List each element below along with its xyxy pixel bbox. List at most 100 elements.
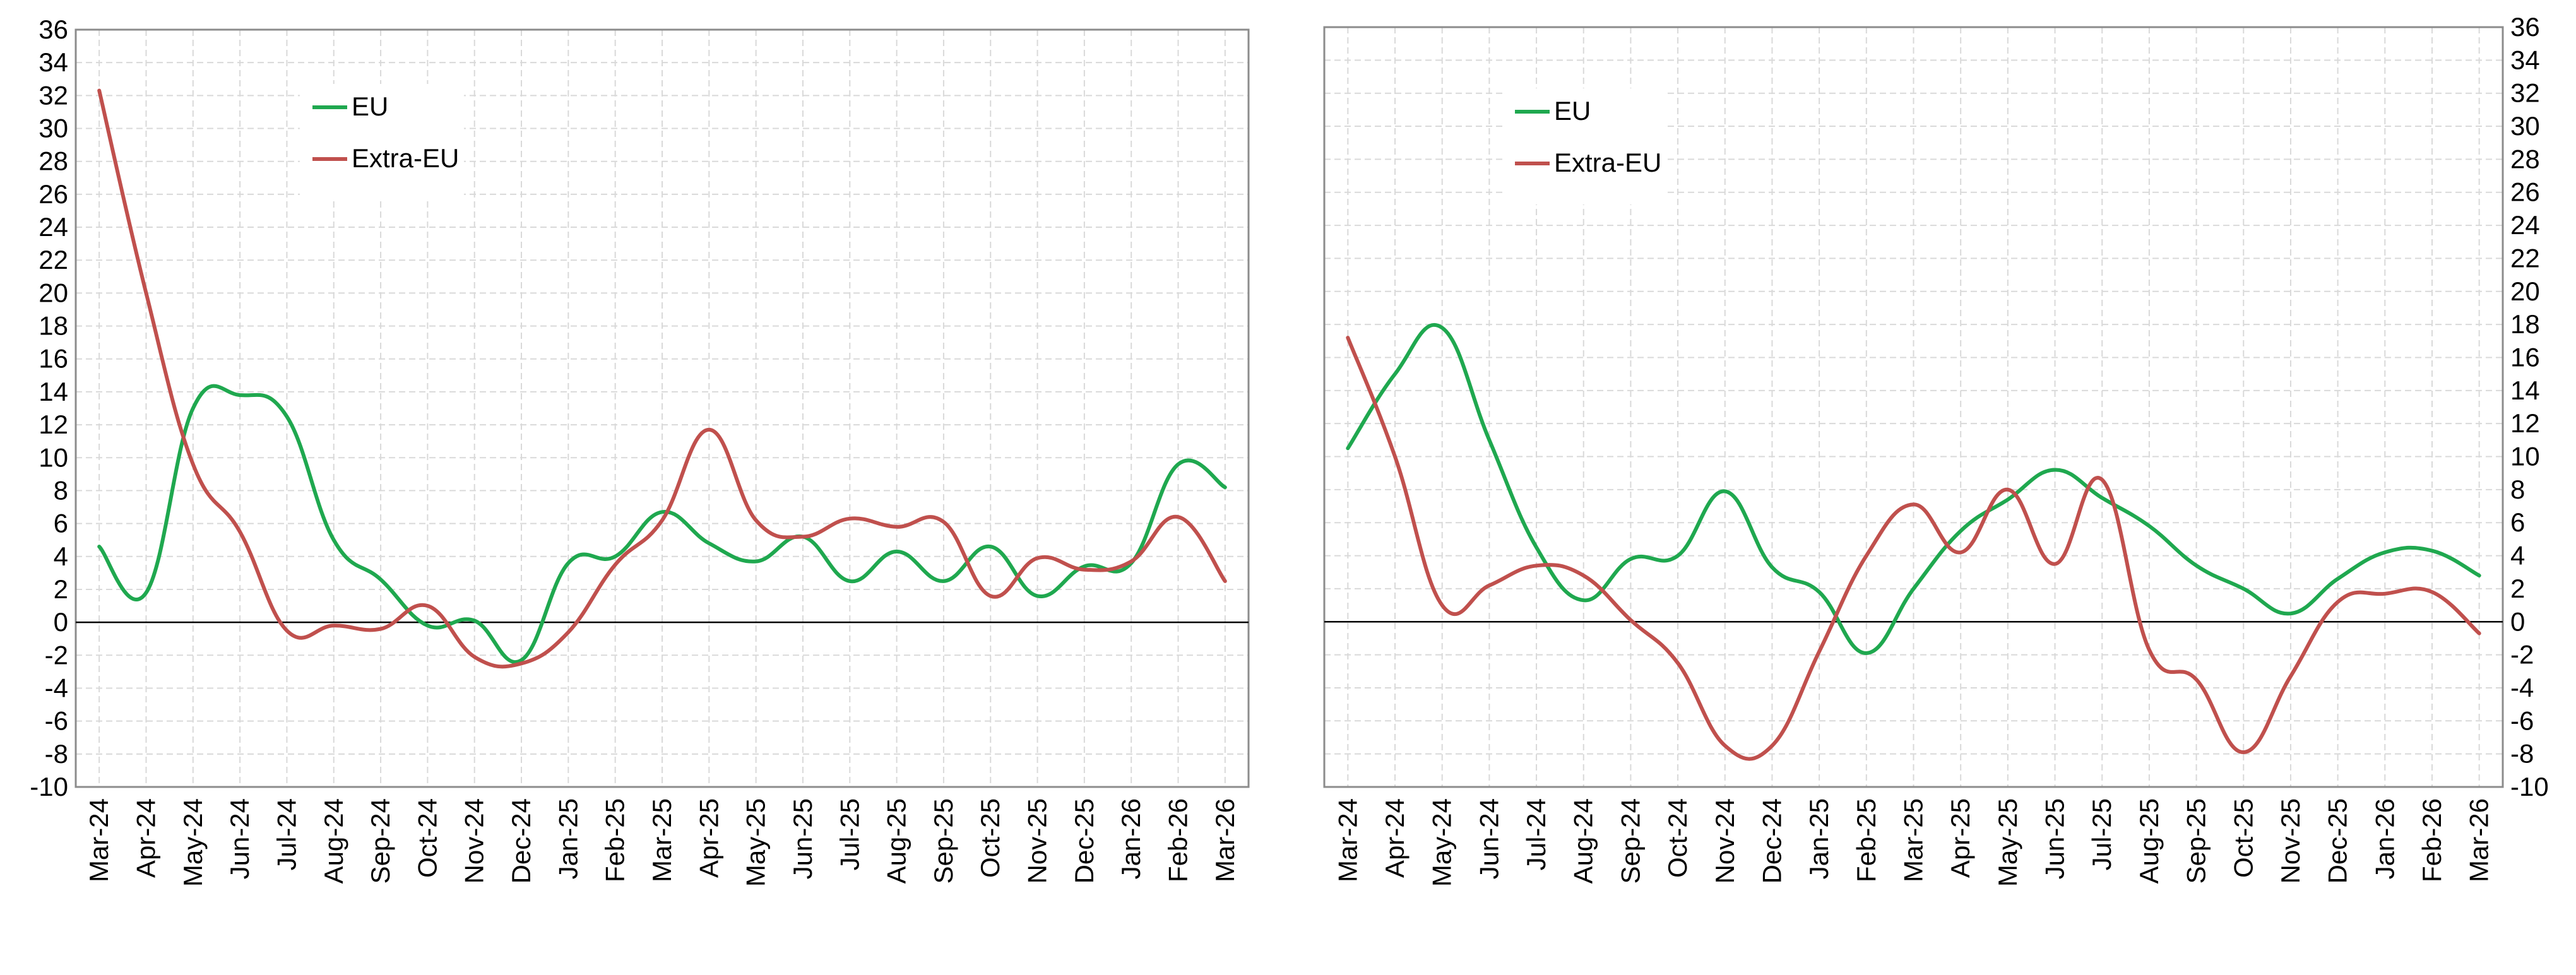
y-tick-label: -4 — [2510, 673, 2534, 702]
data-point — [1223, 579, 1228, 584]
data-point — [2477, 631, 2482, 636]
x-tick-label: Jul-25 — [2087, 798, 2116, 870]
y-tick-label: 6 — [2510, 507, 2525, 537]
data-point — [2336, 600, 2341, 605]
y-tick-label: 20 — [39, 278, 68, 307]
data-point — [237, 393, 242, 398]
data-point — [191, 462, 196, 467]
data-point — [1392, 454, 1398, 459]
legend: EU Extra-EU — [1502, 88, 1666, 204]
data-point — [847, 516, 852, 521]
series-line-extra-eu — [97, 88, 1227, 669]
data-point — [425, 603, 430, 608]
data-point — [1440, 325, 1445, 330]
y-tick-label: 36 — [2510, 12, 2540, 42]
series-line-eu — [97, 384, 1227, 664]
data-point — [378, 577, 383, 582]
y-tick-label: 22 — [39, 245, 68, 275]
data-point — [988, 593, 993, 598]
data-point — [613, 562, 618, 567]
data-point — [97, 544, 102, 549]
x-tick-label: Jul-25 — [834, 798, 864, 870]
data-point — [143, 290, 148, 295]
data-point — [2053, 562, 2058, 567]
y-tick-label: 28 — [39, 146, 68, 176]
x-tick-label: Aug-25 — [882, 798, 911, 883]
y-tick-label: 8 — [2510, 475, 2525, 504]
data-point — [425, 623, 430, 628]
y-tick-label: 30 — [39, 114, 68, 143]
y-tick-label: -4 — [45, 673, 68, 702]
x-tick-label: Oct-25 — [2228, 798, 2258, 878]
x-tick-label: Aug-25 — [2134, 798, 2164, 883]
y-tick-label: 32 — [39, 80, 68, 110]
y-tick-label: 28 — [2510, 144, 2540, 174]
data-point — [1487, 583, 1492, 588]
x-tick-label: Jan-25 — [1804, 798, 1834, 879]
y-tick-label: 36 — [39, 15, 68, 44]
x-tick-label: Oct-25 — [975, 798, 1005, 878]
x-tick-label: Apr-24 — [1380, 798, 1410, 878]
x-tick-label: Apr-25 — [1945, 798, 1975, 878]
legend-background — [300, 84, 464, 200]
x-tick-label: Feb-26 — [1163, 798, 1193, 882]
x-tick-label: Mar-24 — [84, 798, 114, 882]
data-point — [1082, 567, 1087, 572]
y-axis-tick-labels: -10-8-6-4-202468101214161820222426283032… — [30, 15, 68, 801]
y-tick-label: 18 — [2510, 309, 2540, 339]
data-point — [2430, 548, 2435, 553]
series-line-eu — [1346, 322, 2481, 656]
y-tick-label: 20 — [2510, 276, 2540, 306]
y-tick-label: 4 — [54, 541, 68, 571]
data-point — [706, 427, 711, 432]
data-point — [1769, 565, 1774, 570]
data-point — [706, 541, 711, 546]
data-point — [1176, 462, 1181, 467]
y-tick-label: -6 — [2510, 706, 2534, 735]
x-axis-tick-labels: Mar-24 Apr-24 May-24 Jun-24 Jul-24 Aug-24 Sep-… — [84, 798, 1240, 887]
chart-1: -10-8-6-4-202468101214161820222426283032… — [30, 15, 1250, 887]
y-tick-label: 26 — [2510, 177, 2540, 207]
x-tick-label: Aug-24 — [1569, 798, 1598, 883]
data-point — [1675, 553, 1680, 558]
x-tick-label: Nov-24 — [1710, 798, 1740, 883]
data-point — [191, 406, 196, 411]
y-tick-label: 14 — [2510, 375, 2540, 405]
data-point — [1958, 550, 1963, 555]
data-point — [1911, 586, 1916, 591]
data-point — [660, 517, 665, 523]
x-tick-label: Jul-24 — [1521, 798, 1551, 870]
x-tick-label: Jan-26 — [1116, 798, 1146, 879]
data-point — [2288, 674, 2293, 679]
y-axis-tick-labels: -10-8-6-4-202468101214161820222426283032… — [2510, 12, 2549, 801]
data-point — [1675, 661, 1680, 666]
data-point — [1487, 437, 1492, 442]
data-point — [2005, 497, 2010, 502]
x-tick-label: Nov-25 — [1023, 798, 1052, 883]
legend: EU Extra-EU — [300, 84, 464, 200]
legend-label: EU — [1554, 96, 1591, 126]
x-axis-tick-labels: Mar-24 Apr-24 May-24 Jun-24 Jul-24 Aug-24 Sep-… — [1333, 798, 2493, 887]
x-tick-label: Apr-24 — [131, 798, 160, 878]
data-point — [1769, 743, 1774, 748]
data-point — [1817, 589, 1822, 594]
plot-frame — [74, 28, 1250, 788]
x-tick-label: Feb-26 — [2417, 798, 2447, 882]
x-tick-label: May-25 — [1993, 798, 2022, 887]
data-point — [143, 590, 148, 595]
data-point — [2336, 576, 2341, 581]
x-tick-label: Mar-26 — [2464, 798, 2494, 882]
y-tick-label: 12 — [2510, 408, 2540, 438]
data-point — [378, 627, 383, 632]
data-point — [2147, 523, 2152, 528]
y-tick-label: 8 — [54, 475, 68, 505]
y-tick-label: 0 — [2510, 606, 2525, 636]
chart-2: -10-8-6-4-202468101214161820222426283032… — [1323, 12, 2549, 887]
legend-label: EU — [352, 92, 388, 121]
x-tick-label: Sep-24 — [1615, 798, 1645, 883]
x-tick-label: Jun-25 — [2040, 798, 2070, 879]
data-point — [847, 579, 852, 584]
data-point — [1581, 573, 1586, 578]
data-point — [941, 519, 946, 524]
